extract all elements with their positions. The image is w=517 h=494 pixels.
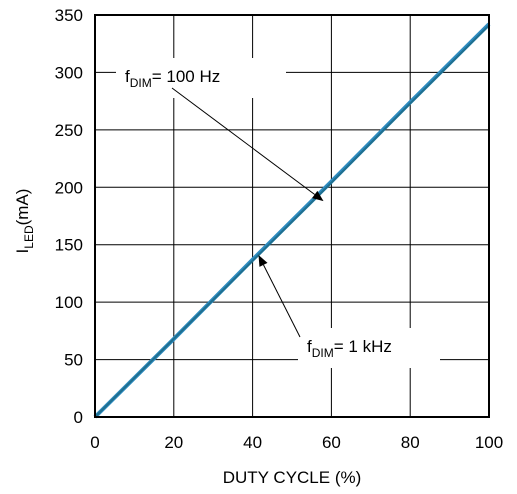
annotation-100hz-arrow-line [171,87,316,195]
x-tick-labels: 0 20 40 60 80 100 [90,433,503,452]
annotation-100hz-suffix: = 100 Hz [152,67,221,86]
series-lines [93,22,491,419]
annotation-1khz-label: fDIM= 1 kHz [307,337,392,360]
x-axis-label: DUTY CYCLE (%) [223,468,362,487]
x-tick-label: 100 [475,433,503,452]
y-axis-label-main: I [13,249,32,254]
y-axis-label-unit: (mA) [13,189,32,226]
annotation-1khz-prefix: f [307,337,312,356]
annotation-100hz-background [116,58,286,98]
annotation-1khz-suffix: = 1 kHz [334,337,392,356]
plot-frame [94,14,490,418]
annotation-1khz-arrowhead [258,255,268,267]
y-tick-label: 250 [55,121,83,140]
x-tick-label: 0 [90,433,99,452]
y-axis-label: ILED(mA) [13,189,36,254]
y-tick-labels: 0 50 100 150 200 250 300 350 [55,6,83,427]
annotation-100hz: fDIM= 100 Hz [116,58,324,202]
x-tick-label: 80 [401,433,420,452]
annotation-1khz-arrow-line [263,264,301,338]
y-tick-label: 0 [74,408,83,427]
x-tick-label: 40 [243,433,262,452]
y-tick-label: 150 [55,236,83,255]
x-tick-label: 60 [322,433,341,452]
series-line [94,24,490,418]
annotation-100hz-arrowhead [312,190,324,202]
annotation-1khz-background [298,328,440,368]
annotation-100hz-prefix: f [125,67,130,86]
y-tick-label: 350 [55,6,83,25]
annotation-1khz: fDIM= 1 kHz [258,255,440,368]
annotation-100hz-label: fDIM= 100 Hz [125,67,220,90]
annotation-1khz-sub: DIM [312,346,334,360]
annotation-100hz-sub: DIM [130,76,152,90]
y-axis-label-sub: LED [22,225,36,249]
y-tick-label: 100 [55,293,83,312]
x-tick-label: 20 [164,433,183,452]
y-tick-label: 50 [64,351,83,370]
y-tick-label: 300 [55,63,83,82]
y-tick-label: 200 [55,178,83,197]
